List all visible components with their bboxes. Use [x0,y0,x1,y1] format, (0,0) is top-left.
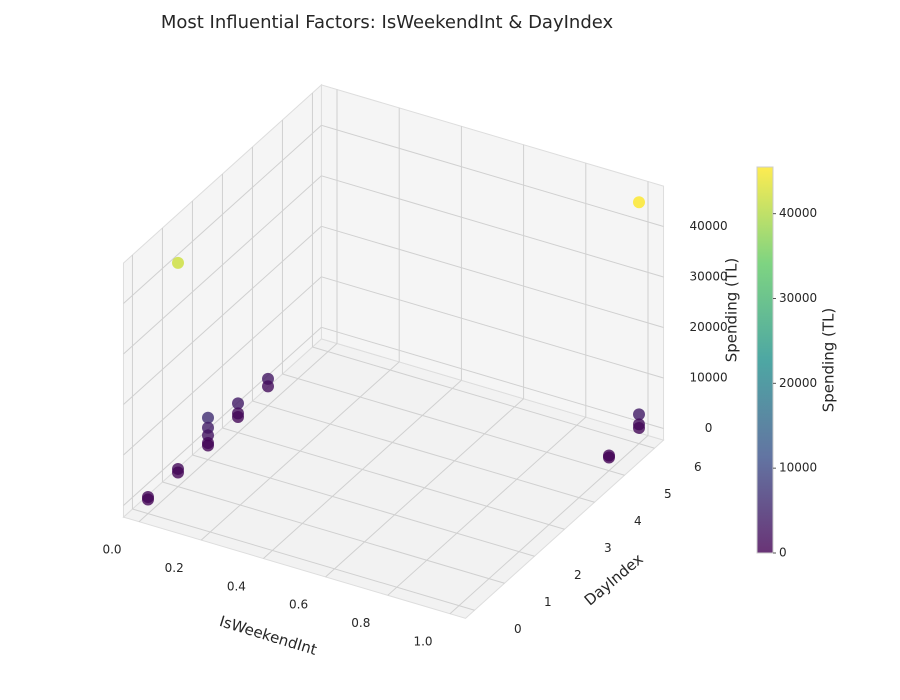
x-tick-label: 0.0 [102,543,121,557]
x-tick-label: 0.8 [351,616,370,630]
z-axis-label: Spending (TL) [723,258,741,363]
colorbar-tick-label: 30000 [779,291,817,305]
grid-line [162,481,505,584]
z-tick-label: 20000 [689,320,727,334]
point [142,493,154,506]
grid-line [321,175,664,278]
grid-line [123,225,322,405]
grid-line [123,276,322,456]
point [633,421,645,434]
chart-title: Most Influential Factors: IsWeekendInt &… [161,12,614,33]
point [172,256,184,269]
grid-line [321,225,664,328]
z-tick-label: 10000 [689,371,727,385]
grid-line [192,454,535,557]
grid-line [321,326,664,429]
grid-line [123,326,322,506]
z-tick-label: 40000 [689,219,727,233]
colorbar [756,166,774,554]
point [262,380,274,393]
grid-line [123,175,322,355]
point [232,410,244,423]
grid-line [321,124,664,227]
colorbar-label: Spending (TL) [820,308,838,413]
grid-line [132,508,475,611]
point [172,466,184,479]
y-tick-label: 3 [604,541,612,555]
x-tick-label: 1.0 [413,635,432,649]
grid-line [222,427,565,530]
point [633,196,645,209]
colorbar-tick-label: 0 [779,546,787,560]
colorbar-tick-label: 10000 [779,461,817,475]
pane [320,84,665,441]
x-tick-label: 0.6 [289,598,308,612]
colorbar-tick-label: 20000 [779,376,817,390]
grid-line [252,400,595,503]
y-axis-label: DayIndex [581,550,647,609]
grid-line [321,276,664,379]
grid-line [312,346,655,449]
z-tick-label: 30000 [689,270,727,284]
point [232,397,244,410]
y-tick-label: 2 [574,568,582,582]
x-tick-label: 0.4 [227,579,246,593]
y-tick-label: 6 [694,460,702,474]
y-tick-label: 1 [544,595,552,609]
z-tick-label: 0 [705,421,713,435]
point [603,451,615,464]
point [202,439,214,452]
y-tick-label: 0 [514,622,522,636]
colorbar-tick-label: 40000 [779,206,817,220]
x-tick-label: 0.2 [165,561,184,575]
y-tick-label: 4 [634,514,642,528]
grid-line [123,124,322,304]
point [633,408,645,421]
grid-line [282,373,625,476]
x-axis-label: IsWeekendInt [217,612,319,659]
point [202,411,214,424]
y-tick-label: 5 [664,487,672,501]
